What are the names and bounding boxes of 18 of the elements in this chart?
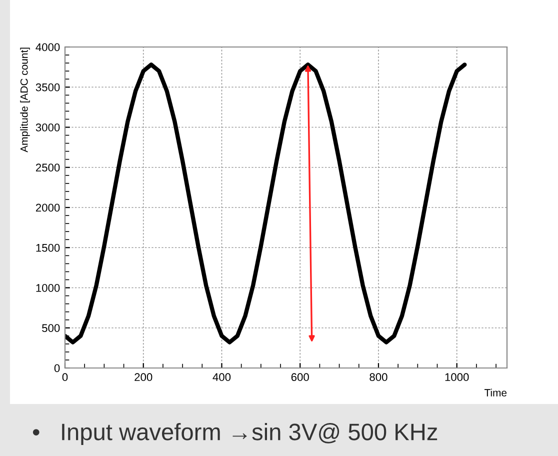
y-tick-label: 1000: [36, 284, 60, 292]
y-tick-label: 4000: [36, 43, 60, 52]
y-axis-title: Amplitude [ADC count]: [20, 48, 30, 152]
y-tick-label: 0: [54, 364, 60, 372]
y-tick-label: 3500: [36, 83, 60, 92]
x-tick-label: 1000: [445, 373, 469, 382]
y-tick-label: 3000: [36, 124, 60, 132]
y-tick-label: 500: [42, 324, 60, 332]
x-tick-label: 600: [291, 373, 309, 382]
text: • Input waveform →sin 3V@ 500 KHz: [32, 422, 438, 446]
x-tick-label: 800: [370, 373, 388, 382]
y-tick-label: 1500: [36, 244, 60, 252]
x-axis-title: Time: [484, 388, 507, 396]
x-tick-label: 0: [62, 373, 68, 382]
x-tick-label: 400: [212, 373, 231, 382]
y-tick-label: 2500: [36, 164, 60, 172]
x-tick-label: 200: [134, 373, 152, 382]
y-tick-label: 2000: [36, 204, 60, 212]
